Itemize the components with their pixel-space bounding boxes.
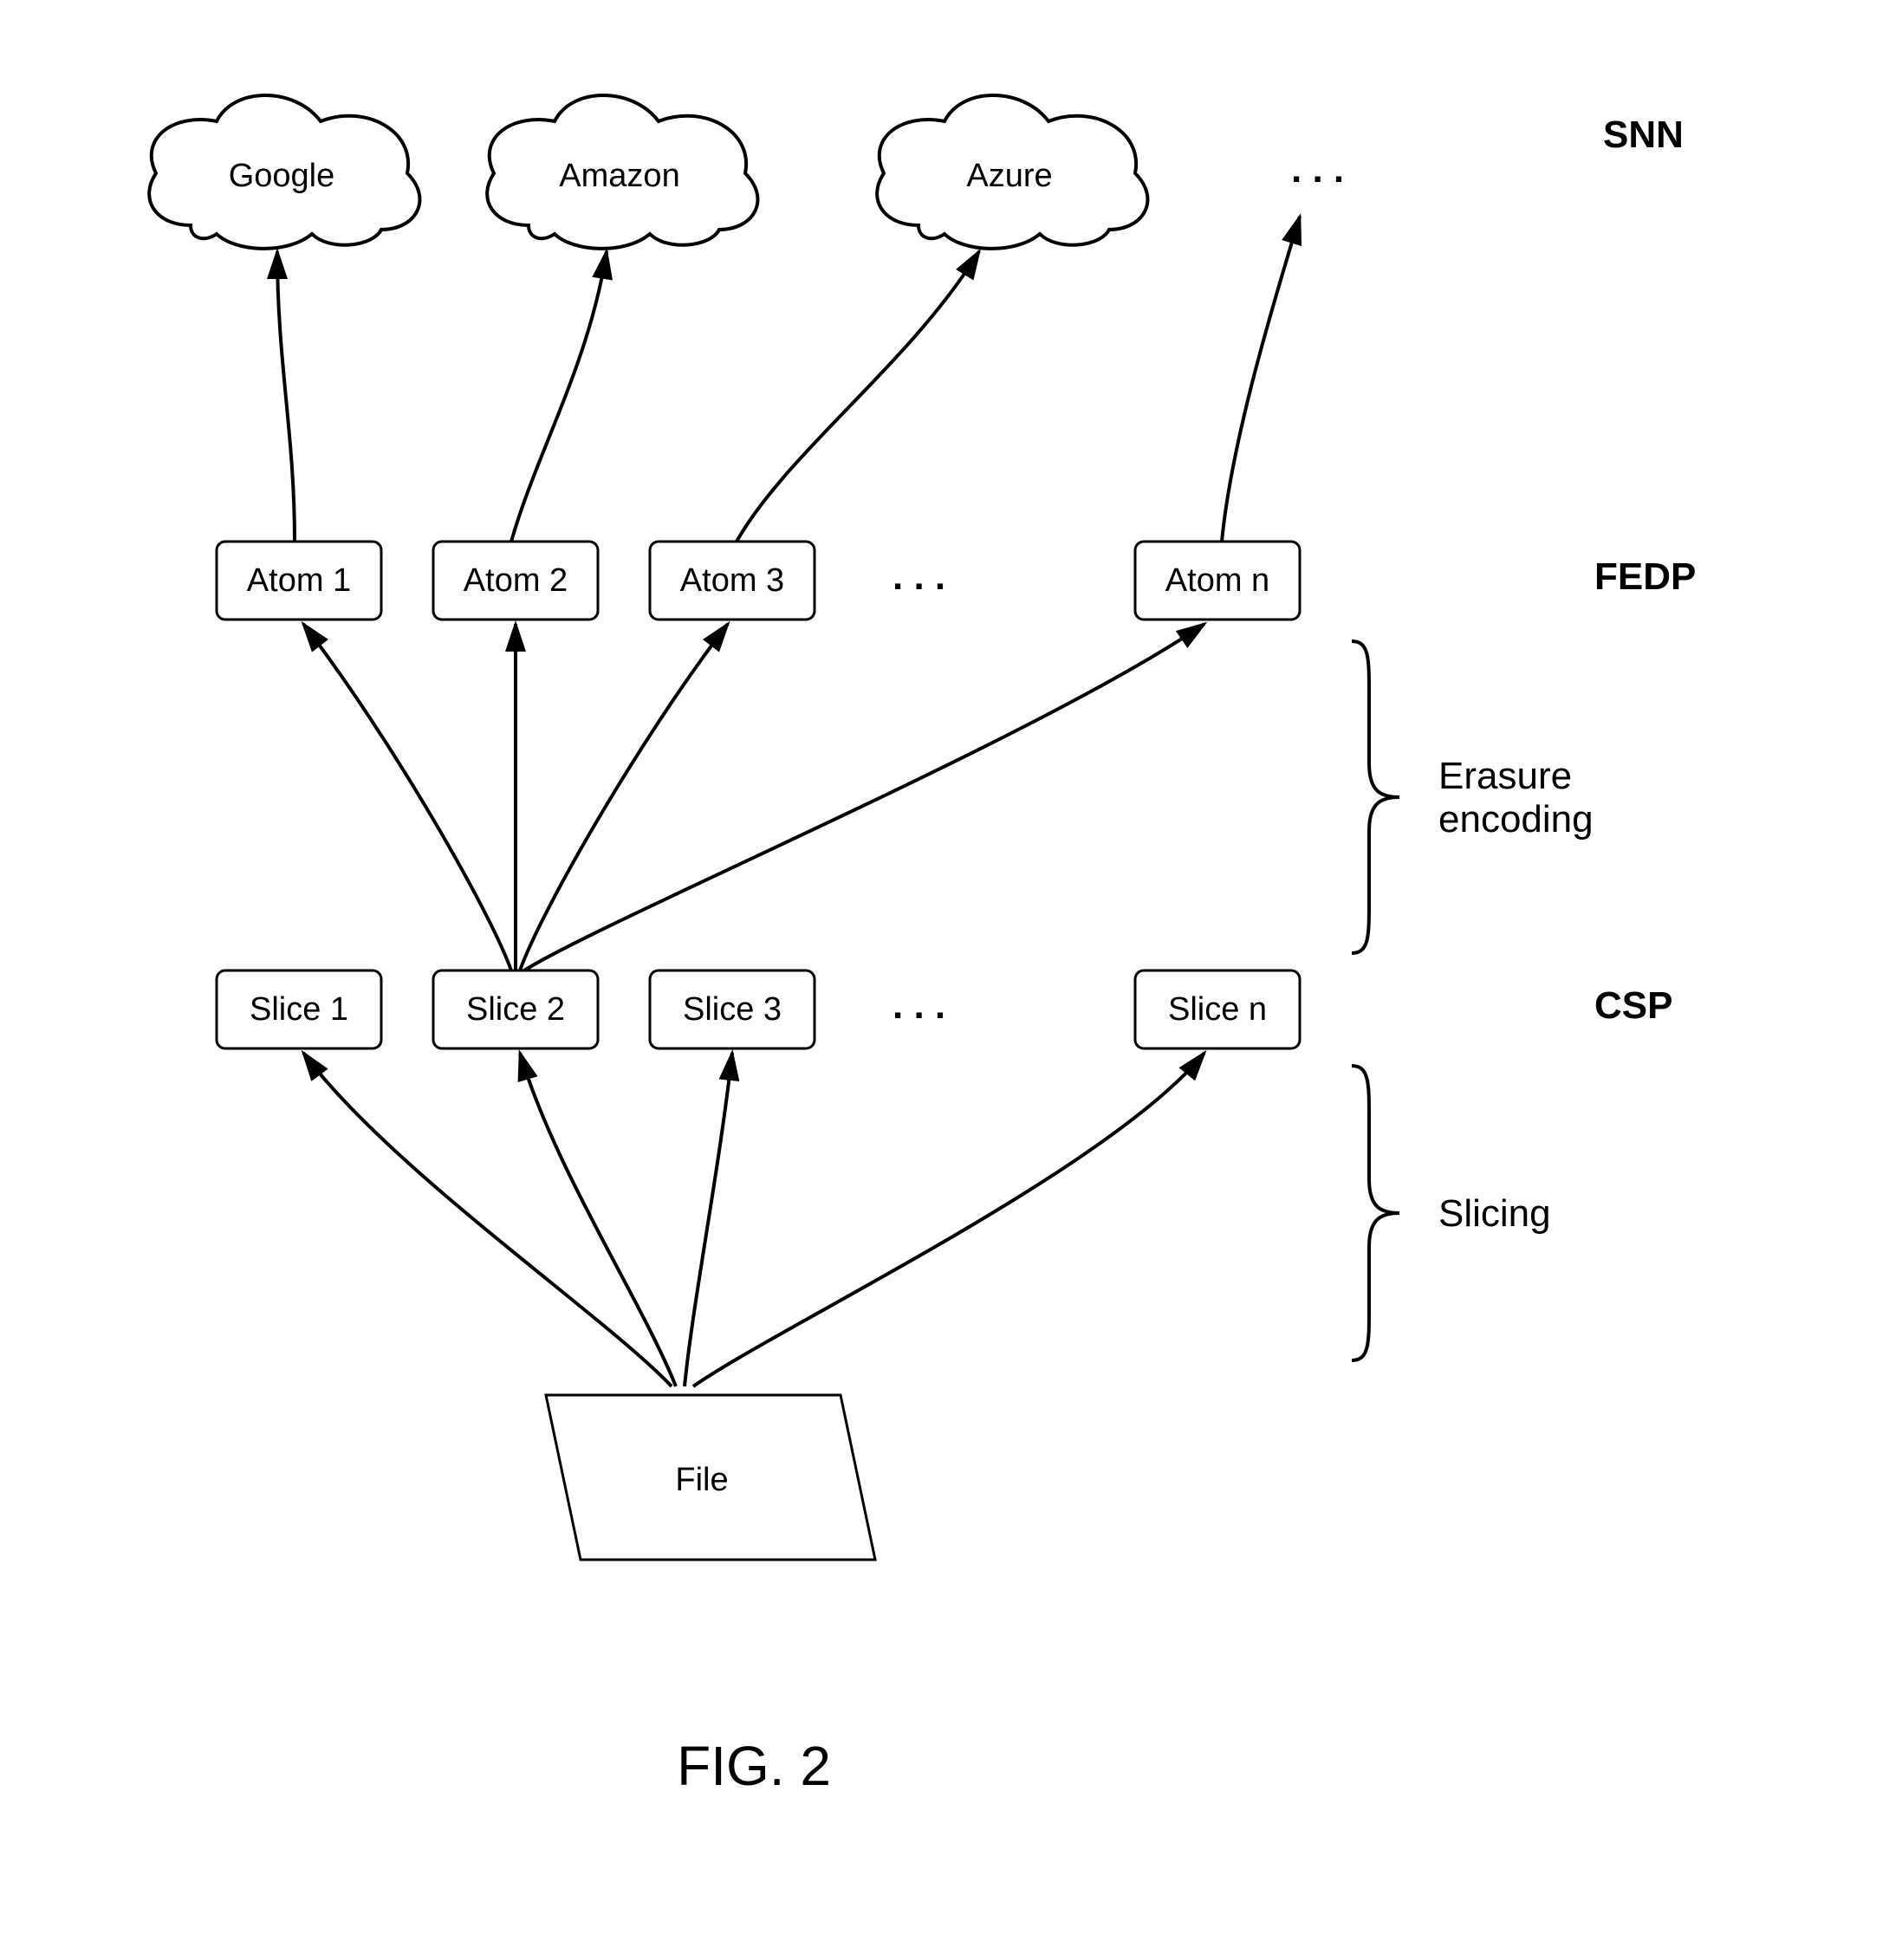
arrow-atom3-cloud bbox=[737, 251, 979, 542]
cloud-azure-label: Azure bbox=[966, 158, 1052, 194]
arrow-slice2-atomn bbox=[524, 624, 1204, 970]
cloud-google: Google bbox=[149, 95, 419, 249]
arrow-atomn-cloud bbox=[1222, 217, 1300, 542]
arrow-atom1-cloud bbox=[277, 251, 295, 542]
cloud-azure: Azure bbox=[877, 95, 1147, 249]
slice-ellipsis: . . . bbox=[893, 984, 945, 1027]
figure-label: FIG. 2 bbox=[677, 1735, 831, 1797]
brace-erasure bbox=[1352, 641, 1399, 953]
erasure-label-2: encoding bbox=[1438, 798, 1594, 840]
cloud-amazon-label: Amazon bbox=[559, 158, 679, 194]
fedp-label: FEDP bbox=[1594, 555, 1696, 598]
erasure-label-1: Erasure bbox=[1438, 755, 1572, 797]
slice-3-label: Slice 3 bbox=[683, 991, 782, 1028]
slicing-label: Slicing bbox=[1438, 1192, 1551, 1235]
slice-1-label: Slice 1 bbox=[250, 991, 348, 1028]
atom-1-label: Atom 1 bbox=[247, 562, 351, 599]
atom-n-label: Atom n bbox=[1165, 562, 1269, 599]
arrow-atom2-cloud bbox=[511, 251, 607, 542]
arrow-file-slice2 bbox=[520, 1053, 676, 1386]
cloud-amazon: Amazon bbox=[487, 95, 757, 249]
diagram-svg: Google Amazon Azure . . . SNN Atom 1 Ato… bbox=[0, 0, 1902, 1960]
atom-2-label: Atom 2 bbox=[464, 562, 568, 599]
arrow-slice2-atom1 bbox=[303, 624, 511, 970]
cloud-google-label: Google bbox=[229, 158, 335, 194]
slice-n-label: Slice n bbox=[1168, 991, 1267, 1028]
atom-ellipsis: . . . bbox=[893, 555, 945, 598]
arrow-file-slice3 bbox=[685, 1053, 732, 1386]
snn-label: SNN bbox=[1603, 114, 1684, 156]
slice-2-label: Slice 2 bbox=[466, 991, 565, 1028]
arrow-file-slicen bbox=[693, 1053, 1204, 1386]
atom-3-label: Atom 3 bbox=[680, 562, 784, 599]
csp-label: CSP bbox=[1594, 984, 1672, 1027]
file-label: File bbox=[675, 1462, 728, 1498]
brace-slicing bbox=[1352, 1066, 1399, 1360]
cloud-ellipsis: . . . bbox=[1291, 148, 1344, 191]
arrow-file-slice1 bbox=[303, 1053, 672, 1386]
